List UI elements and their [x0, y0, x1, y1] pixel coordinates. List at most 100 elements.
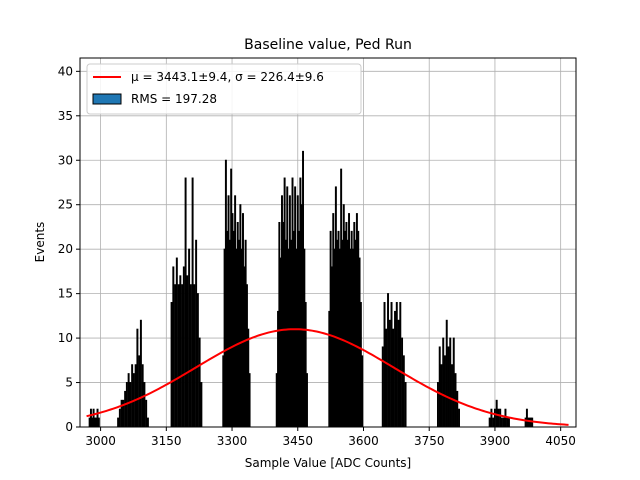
histogram-bar: [170, 302, 173, 428]
histogram-bar: [196, 293, 199, 428]
histogram-bar: [493, 408, 496, 428]
histogram-bar: [456, 390, 459, 428]
histogram-bar: [177, 284, 180, 428]
y-tick-label: 15: [58, 287, 73, 301]
y-axis-label: Events: [33, 222, 47, 263]
histogram-bar: [531, 417, 534, 428]
histogram-bar: [172, 266, 175, 428]
histogram-bar: [182, 266, 185, 428]
histogram-bar: [189, 284, 192, 428]
histogram-bar: [447, 346, 450, 428]
histogram-bar: [397, 319, 400, 428]
legend-rms-label: RMS = 197.28: [131, 92, 217, 106]
histogram-bar: [499, 408, 502, 428]
y-tick-label: 20: [58, 242, 73, 256]
y-tick-label: 30: [58, 153, 73, 167]
histogram-bar: [392, 328, 395, 428]
histogram-bar: [138, 355, 141, 428]
y-axis-ticks: 0 5 10 15 20 25 30 35 40: [58, 64, 80, 434]
histogram-bar: [502, 417, 505, 428]
gaussian-fit-curve: [86, 328, 569, 426]
histogram-bar: [139, 319, 142, 428]
histogram-bar: [117, 417, 120, 428]
histogram-bar: [387, 293, 390, 428]
histogram-bar: [492, 417, 495, 428]
histogram-bar: [442, 337, 445, 428]
histogram-bar: [175, 257, 178, 428]
histogram-bar: [436, 382, 439, 428]
histogram-bar: [127, 373, 130, 428]
histogram-bar: [402, 355, 405, 428]
histogram-bar: [438, 346, 441, 428]
histogram-bar: [120, 399, 123, 428]
legend-fit-label: μ = 3443.1±9.4, σ = 226.4±9.6: [131, 70, 324, 84]
histogram-bar: [134, 364, 137, 428]
histogram-bar: [500, 417, 503, 428]
histogram-bar: [504, 408, 507, 428]
histogram-bar: [97, 417, 100, 428]
y-tick-label: 40: [58, 64, 73, 78]
y-tick-label: 25: [58, 198, 73, 212]
histogram-bar: [490, 408, 493, 428]
grid: [80, 58, 576, 428]
x-tick-label: 3450: [282, 434, 313, 448]
histogram-bar: [146, 417, 149, 428]
histogram-bar: [198, 337, 201, 428]
histogram-bar: [507, 417, 510, 428]
x-tick-label: 3900: [480, 434, 511, 448]
histogram-bar: [131, 364, 134, 428]
histogram-bar: [399, 302, 402, 428]
plot-frame: [79, 57, 577, 428]
x-axis-label: Sample Value [ADC Counts]: [245, 456, 411, 470]
histogram-bar: [440, 364, 443, 428]
x-tick-label: 3750: [414, 434, 445, 448]
x-tick-label: 3000: [85, 434, 116, 448]
histogram-bar: [195, 239, 198, 428]
histogram-bar: [129, 382, 132, 428]
histogram-bar: [390, 302, 393, 428]
histogram-bar: [181, 284, 184, 428]
histogram-bar: [458, 408, 460, 428]
histogram-bar: [174, 284, 177, 428]
y-tick-label: 0: [65, 420, 73, 434]
histogram-bar: [184, 177, 187, 428]
histogram-bar: [188, 248, 191, 428]
legend-frame: [86, 63, 362, 115]
histogram-bar: [449, 337, 452, 428]
x-tick-label: 3300: [217, 434, 248, 448]
histogram-bar: [186, 275, 189, 428]
x-tick-label: 4050: [545, 434, 576, 448]
legend: μ = 3443.1±9.4, σ = 226.4±9.6 RMS = 197.…: [86, 63, 362, 115]
histogram-bar: [179, 275, 182, 428]
histogram-bar: [497, 408, 500, 428]
y-tick-label: 35: [58, 109, 73, 123]
histogram-bar: [118, 408, 121, 428]
histogram-bar: [388, 319, 391, 428]
histogram-bar: [404, 382, 407, 428]
histogram-bar: [361, 355, 364, 428]
histogram-bar: [143, 382, 146, 428]
histogram-bar: [200, 382, 203, 428]
histogram-bar: [305, 373, 308, 428]
x-tick-label: 3150: [151, 434, 182, 448]
histogram-bar: [445, 319, 448, 428]
plot-area: [80, 58, 576, 427]
histogram-bar: [401, 337, 404, 428]
histogram-bar: [136, 328, 139, 428]
histogram-bar: [385, 328, 388, 428]
histogram-bar: [488, 417, 491, 428]
x-tick-label: 3600: [348, 434, 379, 448]
histogram-bar: [444, 355, 446, 428]
histogram-bar: [506, 417, 509, 428]
histogram-bar: [383, 302, 386, 428]
histogram-bar: [248, 373, 251, 428]
histogram-bar: [124, 390, 127, 428]
histogram-bar: [193, 284, 196, 428]
histogram-bar: [145, 399, 148, 428]
y-tick-label: 5: [65, 376, 73, 390]
chart-title: Baseline value, Ped Run: [244, 37, 412, 53]
histogram-bar: [451, 364, 453, 428]
legend-rms-patch-icon: [92, 93, 122, 105]
x-axis-ticks: 3000 3150 3300 3450 3600 3750 3900 4050: [85, 427, 576, 448]
